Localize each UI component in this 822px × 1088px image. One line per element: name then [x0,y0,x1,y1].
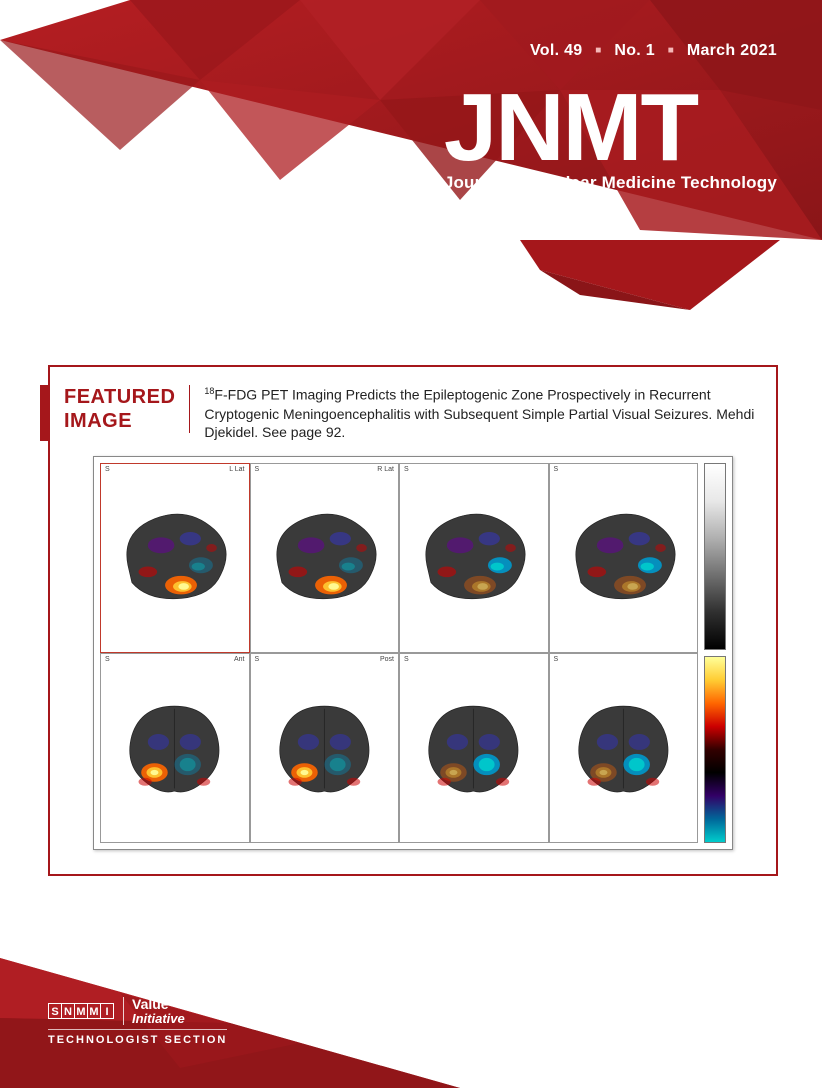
scan-figure: SL Lat SR Lat S [93,456,733,850]
masthead: JNMT Journal of Nuclear Medicine Technol… [444,85,777,193]
scan-panel: SPost [250,653,400,843]
scan-panel: SAnt [100,653,250,843]
value-initiative-logo: Value Initiative [123,997,185,1025]
featured-image-card: FEATURED IMAGE 18F-FDG PET Imaging Predi… [48,365,778,876]
scan-panel: SL Lat [100,463,250,653]
footer-logo: SNMMI Value Initiative TECHNOLOGIST SECT… [48,997,227,1046]
colorbar-column [704,463,726,843]
number-text: No. 1 [614,42,655,59]
scan-panel: S [549,463,699,653]
snmmi-logo: SNMMI [48,1003,113,1019]
scan-panel: S [399,653,549,843]
footer-background [0,868,822,1088]
issue-info: Vol. 49 ■ No. 1 ■ March 2021 [530,42,777,60]
featured-description: 18F-FDG PET Imaging Predicts the Epilept… [204,385,756,442]
journal-title: Journal of Nuclear Medicine Technology [444,173,777,193]
scan-grid: SL Lat SR Lat S [100,463,698,843]
technologist-section-text: TECHNOLOGIST SECTION [48,1034,227,1046]
scan-panel: S [399,463,549,653]
colorbar-grayscale [704,463,726,650]
accent-bar [40,385,50,441]
colorbar-hotmetal [704,656,726,843]
scan-panel: SR Lat [250,463,400,653]
volume-text: Vol. 49 [530,42,583,59]
date-text: March 2021 [687,42,777,59]
featured-label: FEATURED IMAGE [64,385,190,433]
scan-panel: S [549,653,699,843]
journal-acronym: JNMT [444,85,777,171]
